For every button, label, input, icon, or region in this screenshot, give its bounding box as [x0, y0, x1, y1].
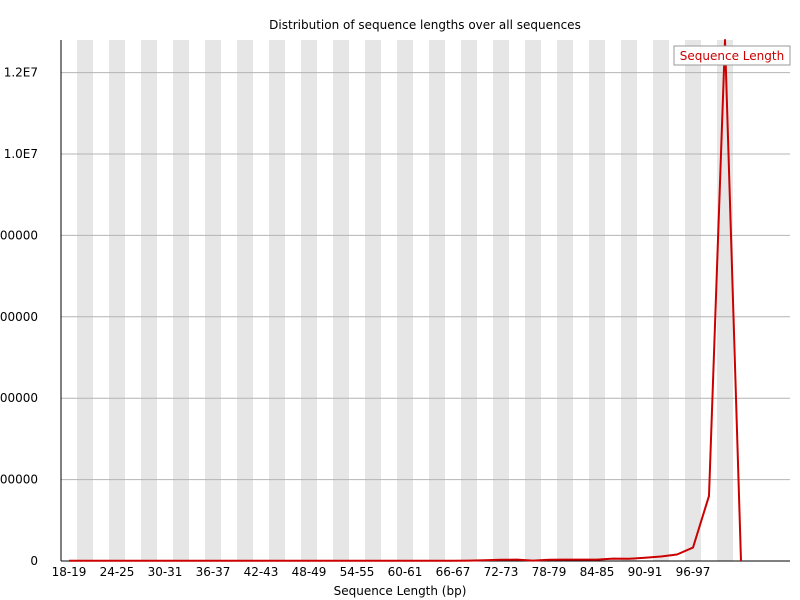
series-line-sequence-length	[69, 39, 742, 562]
x-tick-label: 72-73	[484, 565, 519, 579]
band-100	[717, 40, 733, 561]
x-tick-labels: 18-19 24-25 30-31 36-37 42-43 48-49 54-55 60-61…	[52, 565, 711, 579]
x-tick-label: 18-19	[52, 565, 87, 579]
x-tick-label: 24-25	[100, 565, 135, 579]
x-tick-label: 42-43	[244, 565, 279, 579]
x-tick-label: 78-79	[532, 565, 567, 579]
band-68-69	[461, 40, 477, 561]
band-60-61	[397, 40, 413, 561]
y-tick-labels: 0 2000000 4000000 6000000 8000000 1.0E7 1.2E7	[0, 66, 38, 568]
horizontal-gridlines	[61, 72, 790, 481]
band-40-41	[237, 40, 253, 561]
y-tick-label: 6000000	[0, 310, 38, 324]
y-tick-label: 1.2E7	[4, 66, 38, 80]
x-tick-label: 30-31	[148, 565, 183, 579]
y-tick-label: 4000000	[0, 391, 38, 405]
band-72-73	[493, 40, 509, 561]
y-tick-label: 2000000	[0, 473, 38, 487]
band-20-21	[77, 40, 93, 561]
band-52-53	[333, 40, 349, 561]
y-tick-label: 0	[30, 554, 38, 568]
band-80-81	[557, 40, 573, 561]
band-44-45	[269, 40, 285, 561]
band-88-89	[621, 40, 637, 561]
band-92-93	[653, 40, 669, 561]
band-28-29	[141, 40, 157, 561]
band-32-33	[173, 40, 189, 561]
band-36-37	[205, 40, 221, 561]
x-tick-label: 90-91	[628, 565, 663, 579]
x-tick-label: 36-37	[196, 565, 231, 579]
x-tick-label: 96-97	[676, 565, 711, 579]
alternating-bands	[77, 40, 733, 561]
band-48-49	[301, 40, 317, 561]
x-axis-label: Sequence Length (bp)	[334, 584, 467, 598]
band-24-25	[109, 40, 125, 561]
x-tick-label: 60-61	[388, 565, 423, 579]
x-tick-label: 48-49	[292, 565, 327, 579]
x-tick-label: 66-67	[436, 565, 471, 579]
axes	[60, 40, 790, 562]
band-76-77	[525, 40, 541, 561]
legend: Sequence Length	[673, 45, 791, 66]
band-84-85	[589, 40, 605, 561]
legend-box	[673, 45, 791, 66]
y-tick-label: 1.0E7	[4, 147, 38, 161]
y-tick-label: 8000000	[0, 228, 38, 242]
band-56-57	[365, 40, 381, 561]
x-tick-label: 54-55	[340, 565, 375, 579]
band-64-65	[429, 40, 445, 561]
chart-title: Distribution of sequence lengths over al…	[269, 18, 581, 32]
band-96-97	[685, 40, 701, 561]
legend-entry-label: Sequence Length	[680, 49, 784, 63]
series-layer	[69, 39, 742, 562]
x-tick-label: 84-85	[580, 565, 615, 579]
